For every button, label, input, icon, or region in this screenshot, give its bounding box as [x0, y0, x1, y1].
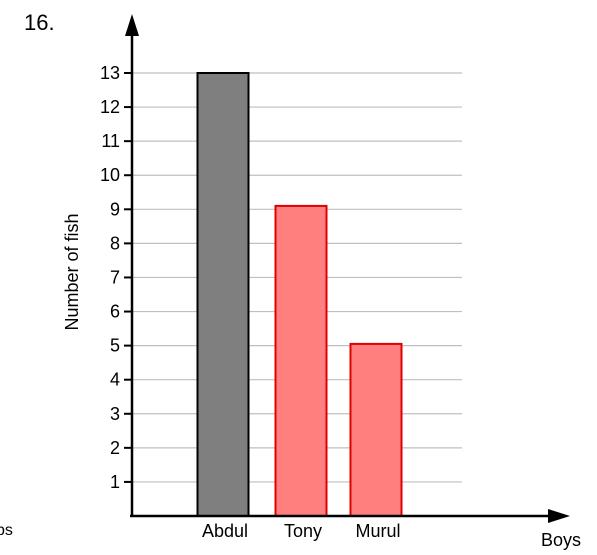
y-tick-label: 6: [110, 302, 120, 322]
x-axis-label: Boys: [541, 530, 581, 550]
bar-tony: [274, 204, 328, 517]
bar-murul: [349, 342, 403, 517]
y-tick-label: 12: [100, 97, 120, 117]
y-tick-label: 5: [110, 336, 120, 356]
y-tick-label: 7: [110, 267, 120, 287]
bar-abdul: [196, 72, 250, 517]
x-tick-label-abdul: Abdul: [202, 521, 248, 541]
y-tick-label: 9: [110, 199, 120, 219]
y-axis-arrow: [125, 14, 139, 36]
y-tick-label: 10: [100, 165, 120, 185]
y-tick-label: 13: [100, 63, 120, 83]
y-tick-label: 8: [110, 233, 120, 253]
x-tick-labels: Abdul Tony Murul: [202, 521, 401, 541]
y-tick-label: 2: [110, 438, 120, 458]
x-axis-arrow: [548, 509, 570, 523]
y-axis-label: Number of fish: [62, 213, 82, 330]
question-number: 16.: [24, 10, 55, 35]
y-tick-label: 4: [110, 370, 120, 390]
x-tick-label-tony: Tony: [284, 521, 322, 541]
y-tick-label: 3: [110, 404, 120, 424]
cropped-left-label: ps: [0, 522, 13, 539]
y-tick-label: 11: [101, 131, 120, 151]
bars: [196, 72, 403, 517]
y-tick-label: 1: [110, 472, 120, 492]
x-tick-label-murul: Murul: [355, 521, 400, 541]
